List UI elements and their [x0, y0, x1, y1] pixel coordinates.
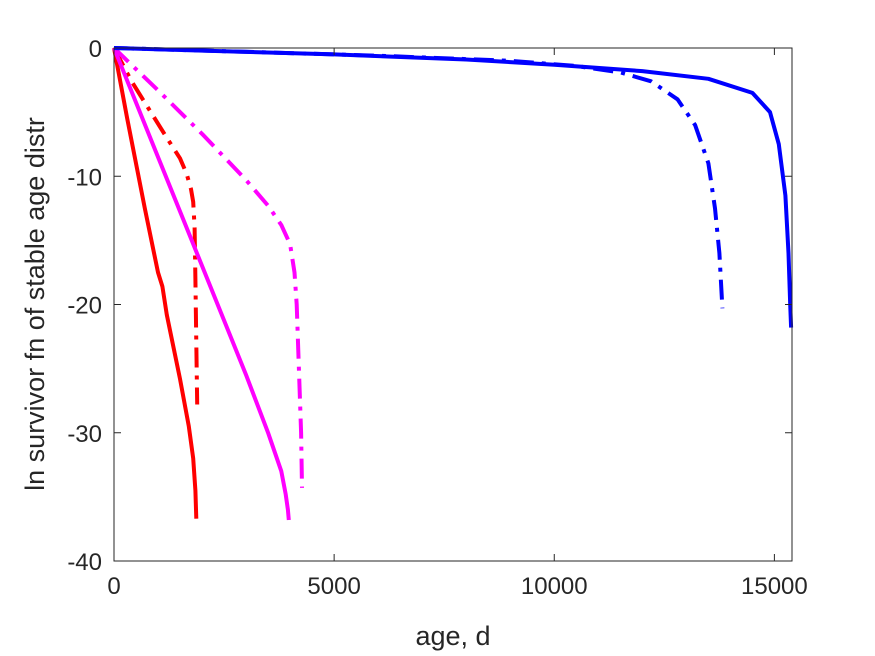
y-tick-label: -40	[67, 549, 102, 576]
tick-layer: 0 5000 10000 15000 0 -10 -20 -30 -40	[67, 36, 807, 600]
y-tick-label: -10	[67, 164, 102, 191]
y-axis-label: ln survivor fn of stable age distr	[20, 117, 50, 491]
x-axis-label: age, d	[415, 621, 490, 651]
x-tick-label: 10000	[521, 573, 588, 600]
series-layer	[112, 46, 794, 521]
x-tick-label: 15000	[741, 573, 808, 600]
series-line-6	[113, 46, 725, 309]
series-line-1	[112, 47, 199, 519]
series-line-3	[112, 47, 291, 521]
y-tick-label: -20	[67, 293, 102, 320]
y-tick-label: 0	[89, 36, 102, 63]
y-tick-label: -30	[67, 421, 102, 448]
x-tick-label: 0	[107, 573, 120, 600]
x-tick-label: 5000	[307, 573, 360, 600]
series-line-4	[112, 46, 304, 488]
